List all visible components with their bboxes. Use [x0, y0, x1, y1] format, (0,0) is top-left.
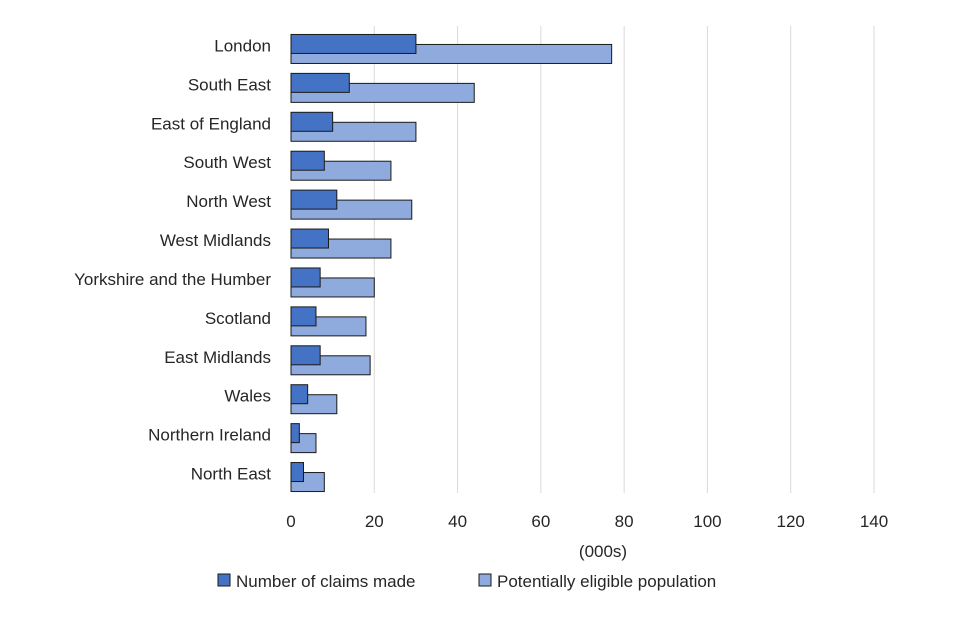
x-tick-label-40: 40	[448, 512, 467, 531]
category-label-north-east: North East	[191, 465, 272, 484]
category-label-east-of-england: East of England	[151, 114, 271, 133]
bar-claims-east-of-england	[290, 111, 334, 132]
gridlines	[373, 26, 875, 493]
x-tick-label-80: 80	[615, 512, 634, 531]
x-axis-title: (000s)	[579, 542, 627, 561]
legend-swatch-claims	[217, 573, 231, 587]
bar-claims-north-east	[290, 462, 304, 483]
category-label-south-west: South West	[183, 153, 271, 172]
category-label-london: London	[214, 36, 271, 55]
legend: Number of claims made Potentially eligib…	[217, 572, 716, 591]
bar-claims-wales	[290, 384, 309, 405]
bar-claims-scotland	[290, 306, 317, 327]
category-label-east-midlands: East Midlands	[164, 348, 271, 367]
bar-claims-south-west	[290, 150, 325, 171]
bar-claims-northern-ireland	[290, 423, 300, 444]
series-claims-bars	[290, 33, 417, 483]
bar-claims-yorkshire-and-the-humber	[290, 267, 321, 288]
category-label-wales: Wales	[224, 387, 271, 406]
legend-swatch-eligible	[478, 573, 492, 587]
x-tick-label-100: 100	[693, 512, 721, 531]
bar-claims-south-east	[290, 72, 350, 93]
x-tick-label-140: 140	[860, 512, 888, 531]
x-tick-label-20: 20	[365, 512, 384, 531]
x-tick-labels: 0 20 40 60 80 100 120 140	[286, 512, 888, 531]
bar-claims-west-midlands	[290, 228, 329, 249]
bar-claims-east-midlands	[290, 345, 321, 366]
legend-label-eligible: Potentially eligible population	[497, 572, 716, 591]
category-label-northern-ireland: Northern Ireland	[148, 426, 271, 445]
x-tick-label-120: 120	[777, 512, 805, 531]
category-label-yorkshire-and-the-humber: Yorkshire and the Humber	[74, 270, 271, 289]
category-label-south-east: South East	[188, 75, 271, 94]
legend-label-claims: Number of claims made	[236, 572, 416, 591]
category-label-scotland: Scotland	[205, 309, 271, 328]
category-label-west-midlands: West Midlands	[160, 231, 271, 250]
x-tick-label-0: 0	[286, 512, 295, 531]
x-tick-label-60: 60	[531, 512, 550, 531]
bar-claims-london	[290, 33, 417, 54]
category-labels: London South East East of England South Wes…	[74, 36, 271, 483]
category-label-north-west: North West	[186, 192, 271, 211]
bar-claims-north-west	[290, 189, 338, 210]
series-eligible-bars	[290, 43, 613, 493]
